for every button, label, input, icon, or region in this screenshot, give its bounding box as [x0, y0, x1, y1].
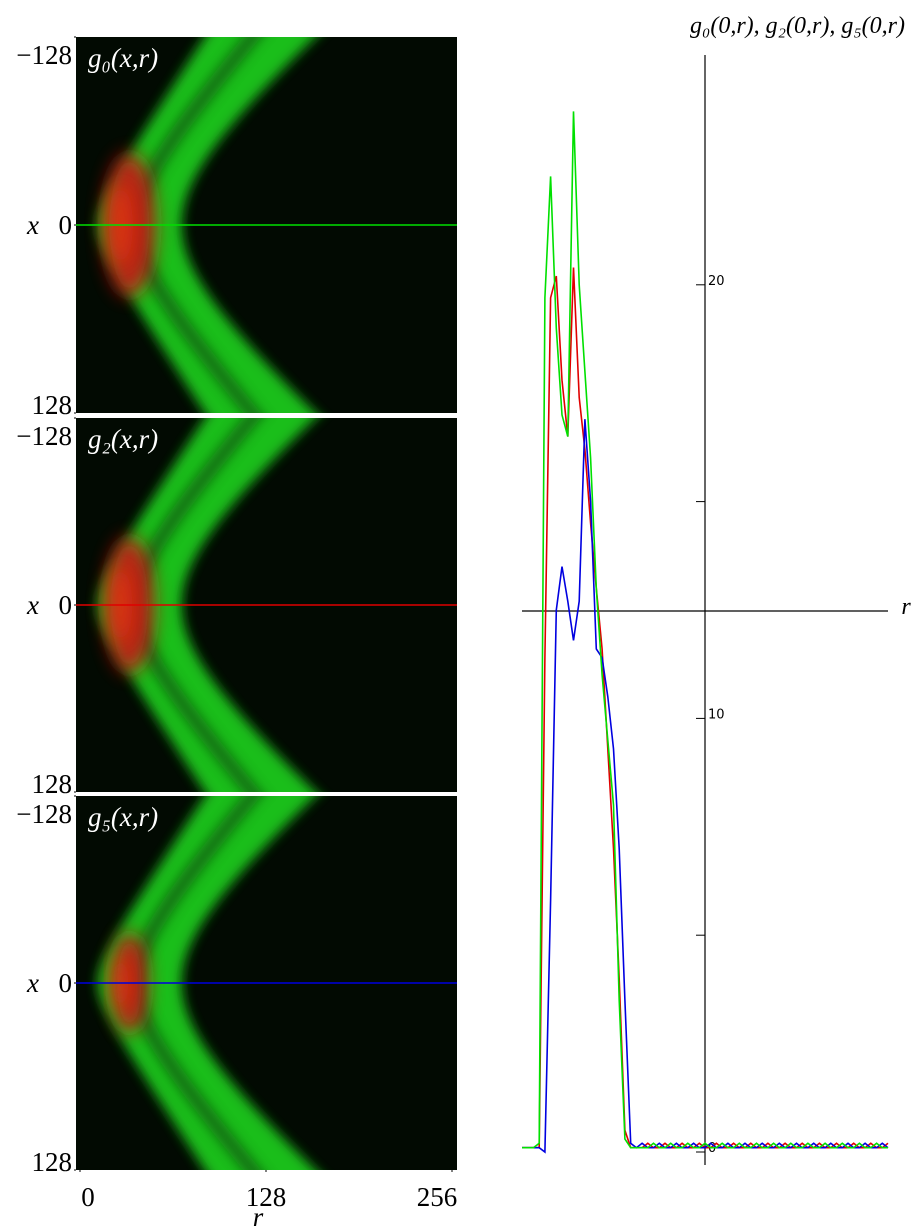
chart-title: g₀(0,r), g₂(0,r), g₅(0,r) — [690, 13, 905, 39]
x-axis-label: r — [901, 594, 911, 620]
y-tick-label: 0 — [59, 590, 73, 620]
heatmap-image — [76, 418, 457, 792]
line-series — [522, 419, 889, 1154]
panel-title: g₂(x,r) — [88, 424, 158, 454]
y-tick-label: 128 — [32, 390, 73, 420]
y-axis-label: x — [26, 968, 39, 998]
y-axis-label: x — [26, 590, 39, 620]
x-tick-label: 0 — [81, 1182, 95, 1212]
y-tick-label: 128 — [32, 769, 73, 799]
heatmap-image — [76, 37, 457, 413]
y-tick-label: 0 — [59, 968, 73, 998]
y-tick-label: 10 — [708, 707, 725, 722]
x-tick-label: 128 — [246, 1182, 287, 1212]
y-axis-label: x — [26, 210, 39, 240]
ridge-band — [97, 418, 316, 792]
x-tick-label: 256 — [417, 1182, 458, 1212]
ridge-band — [97, 37, 316, 413]
y-tick-label: 0 — [59, 210, 73, 240]
y-tick-label: −128 — [16, 40, 72, 70]
ridge-band — [97, 796, 316, 1170]
y-tick-label: −128 — [16, 799, 72, 829]
heatmap-image — [76, 796, 457, 1170]
heatmap-panel: g₂(x,r) −128 0 128 x — [16, 417, 457, 799]
panel-title: g₀(x,r) — [88, 43, 158, 73]
panel-title: g₅(x,r) — [88, 802, 158, 832]
x-axis-label: r — [253, 1202, 264, 1227]
y-tick-label: 128 — [32, 1147, 73, 1177]
line-series — [522, 111, 888, 1149]
y-tick-label: 20 — [708, 274, 725, 289]
heatmap-panel: g₀(x,r) −128 0 128 x — [16, 36, 457, 420]
y-tick-label: −128 — [16, 421, 72, 451]
